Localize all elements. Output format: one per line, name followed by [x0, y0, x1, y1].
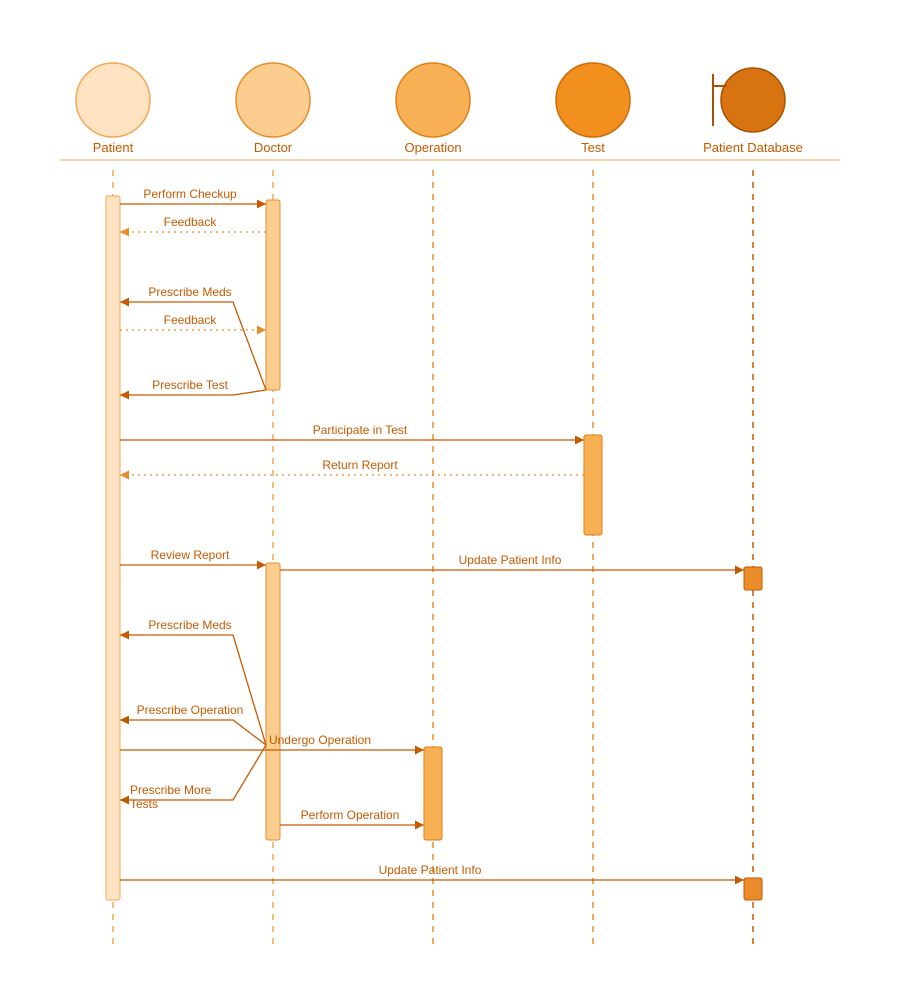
actor-label-db: Patient Database	[703, 140, 803, 155]
actor-label-operation: Operation	[404, 140, 461, 155]
message-label: Prescribe Meds	[148, 285, 231, 299]
message-label: Update Patient Info	[379, 863, 482, 877]
message-label: Tests	[130, 797, 158, 811]
message-label: Perform Operation	[301, 808, 400, 822]
actor-label-doctor: Doctor	[254, 140, 293, 155]
message-label: Review Report	[151, 548, 230, 562]
message-label: Feedback	[164, 313, 218, 327]
actor-label-test: Test	[581, 140, 605, 155]
sequence-diagram: Patient Doctor Operation Test Patient Databa…	[0, 0, 900, 982]
message-label: Prescribe More	[130, 783, 212, 797]
message-label: Undergo Operation	[269, 733, 371, 747]
message-label: Feedback	[164, 215, 218, 229]
message-label: Return Report	[322, 458, 398, 472]
actor-label-patient: Patient	[93, 140, 134, 155]
message-label: Prescribe Meds	[148, 618, 231, 632]
message-label: Update Patient Info	[459, 553, 562, 567]
message-label: Perform Checkup	[143, 187, 237, 201]
message-label: Prescribe Test	[152, 378, 228, 392]
message-label: Participate in Test	[313, 423, 408, 437]
message-label: Prescribe Operation	[137, 703, 244, 717]
